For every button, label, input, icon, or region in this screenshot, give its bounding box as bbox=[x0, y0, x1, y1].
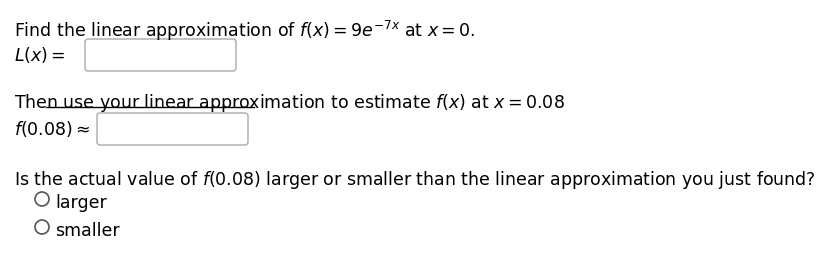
Text: $L(x) =$: $L(x) =$ bbox=[14, 45, 66, 65]
Text: Then use your linear approximation to estimate $f(x)$ at $x = 0.08$: Then use your linear approximation to es… bbox=[14, 92, 564, 114]
Text: Is the actual value of $f(0.08)$ larger or smaller than the linear approximation: Is the actual value of $f(0.08)$ larger … bbox=[14, 169, 815, 191]
Text: smaller: smaller bbox=[55, 222, 120, 240]
FancyBboxPatch shape bbox=[85, 39, 236, 71]
Text: larger: larger bbox=[55, 194, 106, 212]
FancyBboxPatch shape bbox=[97, 113, 247, 145]
Text: Find the linear approximation of $f(x) = 9e^{-7x}$ at $x = 0$.: Find the linear approximation of $f(x) =… bbox=[14, 19, 475, 43]
Text: $f(0.08) \approx$: $f(0.08) \approx$ bbox=[14, 119, 90, 139]
